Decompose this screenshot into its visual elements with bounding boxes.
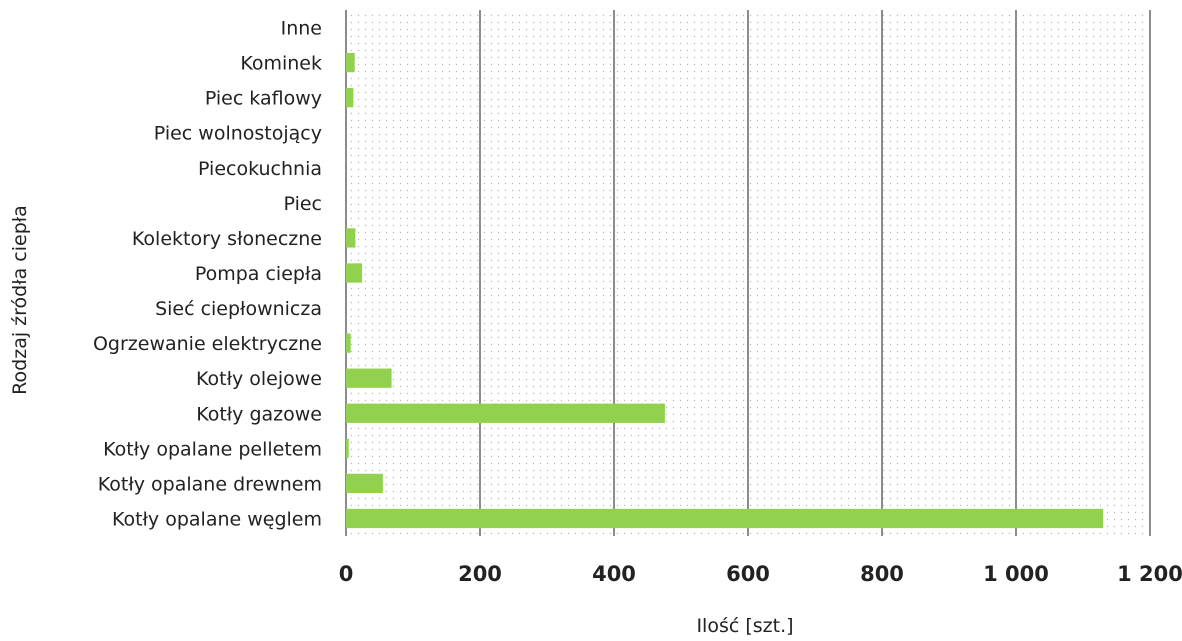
category-label: Pompa ciepła [195, 263, 322, 285]
category-label: Kotły opalane drewnem [98, 473, 322, 495]
category-label: Kotły gazowe [196, 403, 322, 425]
bar [346, 52, 355, 73]
x-tick-label: 600 [726, 562, 770, 586]
category-label: Piec wolnostojący [154, 123, 322, 145]
bar [346, 508, 1104, 529]
bar [346, 438, 349, 458]
category-label: Piecokuchnia [198, 158, 322, 180]
bar [346, 403, 665, 423]
bar [346, 368, 392, 388]
bar [346, 263, 363, 283]
y-axis-title: Rodzaj źródła ciepła [9, 205, 31, 395]
bar [346, 333, 351, 353]
x-axis-title: Ilość [szt.] [696, 615, 793, 637]
bar [346, 473, 383, 494]
category-label: Inne [281, 18, 322, 40]
category-label: Piec kaflowy [205, 88, 322, 110]
category-label: Kotły olejowe [196, 368, 322, 390]
category-label: Ogrzewanie elektryczne [93, 333, 322, 355]
x-tick-label: 400 [592, 562, 636, 586]
category-label: Kotły opalane pelletem [103, 438, 322, 460]
category-label: Piec [284, 193, 322, 215]
category-label: Kolektory słoneczne [132, 228, 322, 250]
x-tick-label: 200 [458, 562, 502, 586]
category-label: Kotły opalane węglem [112, 508, 322, 530]
x-tick-label: 0 [339, 562, 354, 586]
x-tick-label: 1 200 [1117, 562, 1182, 586]
bar [346, 228, 356, 248]
x-tick-label: 1 000 [983, 562, 1049, 586]
category-label: Sieć ciepłownicza [155, 298, 322, 320]
bar [346, 88, 354, 108]
x-tick-label: 800 [860, 562, 904, 586]
category-label: Kominek [240, 53, 322, 75]
